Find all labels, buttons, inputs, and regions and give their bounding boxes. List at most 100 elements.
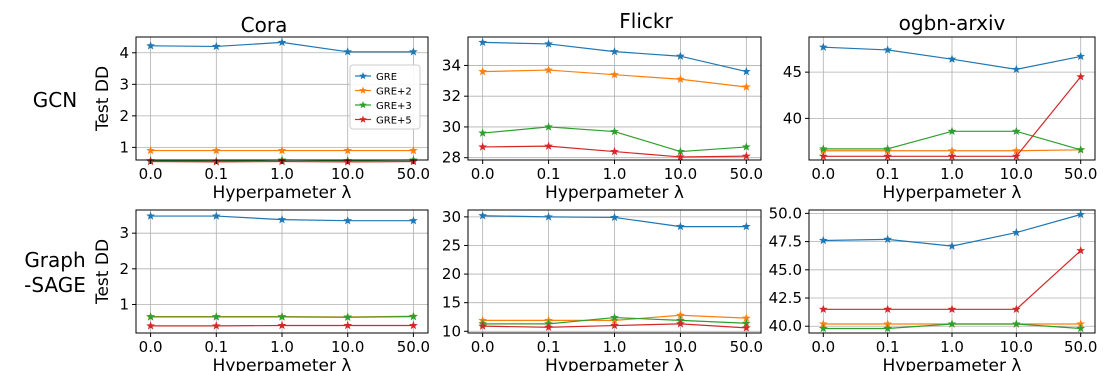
legend-entry-greplus2: GRE+2 [355,86,412,98]
data-point-greplus3 [610,312,619,322]
data-point-greplus5 [818,304,828,314]
data-point-gre [409,216,418,225]
row-label-gcn: GCN [33,88,77,112]
y-tick-label: 50.0 [769,204,802,222]
x-tick-label: 50.0 [730,338,763,356]
x-tick-label: 10.0 [664,338,697,356]
data-point-greplus5 [947,151,957,161]
y-axis-label: Test DD [93,66,113,132]
data-point-gre [741,221,751,231]
y-tick-label: 34 [442,56,461,74]
y-tick-label: 40.0 [769,317,802,335]
data-point-greplus2 [343,145,353,155]
data-point-greplus3 [544,122,553,131]
legend-marker [359,115,367,123]
x-tick-label: 0.1 [876,165,900,183]
data-point-greplus5 [409,320,418,330]
legend-label: GRE+2 [376,87,412,98]
series-greplus5 [818,246,1086,314]
x-tick-label: 10.0 [1000,338,1033,356]
x-tick-label: 10.0 [1000,165,1033,183]
series-greplus2 [478,65,751,91]
data-point-gre [343,47,353,56]
x-axis-label: Hyperpameter λ [545,183,684,203]
y-tick-label: 45.0 [769,261,802,279]
series-greplus2 [146,145,418,155]
y-tick-label: 15 [442,294,461,312]
x-tick-label: 1.0 [270,165,294,183]
data-point-greplus5 [478,142,488,151]
series-greplus5 [478,141,751,161]
data-point-gre [1076,51,1086,61]
legend: GRE GRE+2 GRE+3 GRE+5 [349,64,421,130]
data-point-gre [1076,209,1086,219]
x-tick-label: 50.0 [1064,338,1097,356]
data-point-greplus3 [818,323,828,333]
legend-entry-greplus5: GRE+5 [355,115,412,127]
series-greplus3 [818,319,1086,333]
data-point-gre [610,47,619,56]
x-axis-label: Hyperpameter λ [545,356,684,371]
data-point-gre [343,216,353,225]
column-title-cora: Cora [241,13,288,37]
data-point-greplus2 [409,145,418,155]
data-point-gre [610,212,619,222]
y-tick-label: 20 [442,265,461,283]
data-point-greplus3 [211,312,221,321]
data-point-gre [676,221,685,231]
data-point-greplus3 [409,312,418,321]
y-tick-label: 28 [442,149,461,167]
panel-1-1: 0.0 0.1 1.0 10.0 50.0 10 15 20 25 30 Hyperpameter … [442,208,763,371]
data-point-greplus5 [947,304,957,314]
data-point-greplus5 [1076,246,1086,255]
y-tick-label: 1 [119,138,129,156]
data-point-greplus5 [544,141,553,150]
x-tick-label: 0.0 [139,165,163,183]
data-point-greplus3 [947,319,957,328]
series-greplus5 [146,320,418,330]
y-tick-label: 47.5 [769,233,802,251]
legend-entry-gre: GRE [355,72,397,83]
x-tick-label: 1.0 [603,338,627,356]
data-point-greplus3 [883,323,893,333]
data-point-greplus2 [676,74,685,83]
x-tick-label: 0.1 [537,338,561,356]
x-tick-label: 0.1 [876,338,900,356]
series-greplus3 [818,126,1086,154]
data-point-greplus2 [741,313,751,322]
data-point-greplus3 [1076,145,1086,154]
data-point-gre [277,37,287,47]
data-point-greplus2 [947,146,957,155]
data-point-gre [1011,64,1021,74]
data-point-greplus2 [277,145,287,155]
data-point-greplus2 [883,319,893,328]
x-tick-label: 0.0 [471,165,495,183]
series-gre [478,211,751,231]
legend-entry-greplus3: GRE+3 [355,101,412,112]
data-point-greplus2 [146,145,155,155]
series-greplus5 [818,72,1086,161]
x-tick-label: 0.0 [811,338,835,356]
x-tick-label: 0.0 [471,338,495,356]
data-point-greplus3 [610,126,619,136]
data-point-greplus2 [610,70,619,79]
y-tick-label: 10 [442,322,461,340]
x-tick-label: 0.1 [204,165,228,183]
data-point-greplus2 [818,319,828,328]
data-point-greplus5 [741,323,751,332]
series-gre [818,42,1086,74]
data-point-greplus5 [1076,72,1086,81]
series-gre [478,37,751,76]
x-axis-label: Hyperpameter λ [213,356,352,371]
x-tick-label: 0.1 [537,165,561,183]
x-tick-label: 1.0 [940,165,964,183]
data-point-gre [146,211,155,220]
y-tick-label: 45 [783,63,802,81]
panel-0-0: 0.0 0.1 1.0 10.0 50.0 1 2 3 4 Hyperpameter λ Test … [93,36,430,203]
legend-label: GRE+5 [376,116,412,127]
series-greplus5 [478,319,751,332]
data-point-greplus3 [741,142,751,151]
y-tick-label: 3 [119,224,129,242]
x-tick-label: 50.0 [397,338,430,356]
data-point-greplus5 [741,151,751,160]
